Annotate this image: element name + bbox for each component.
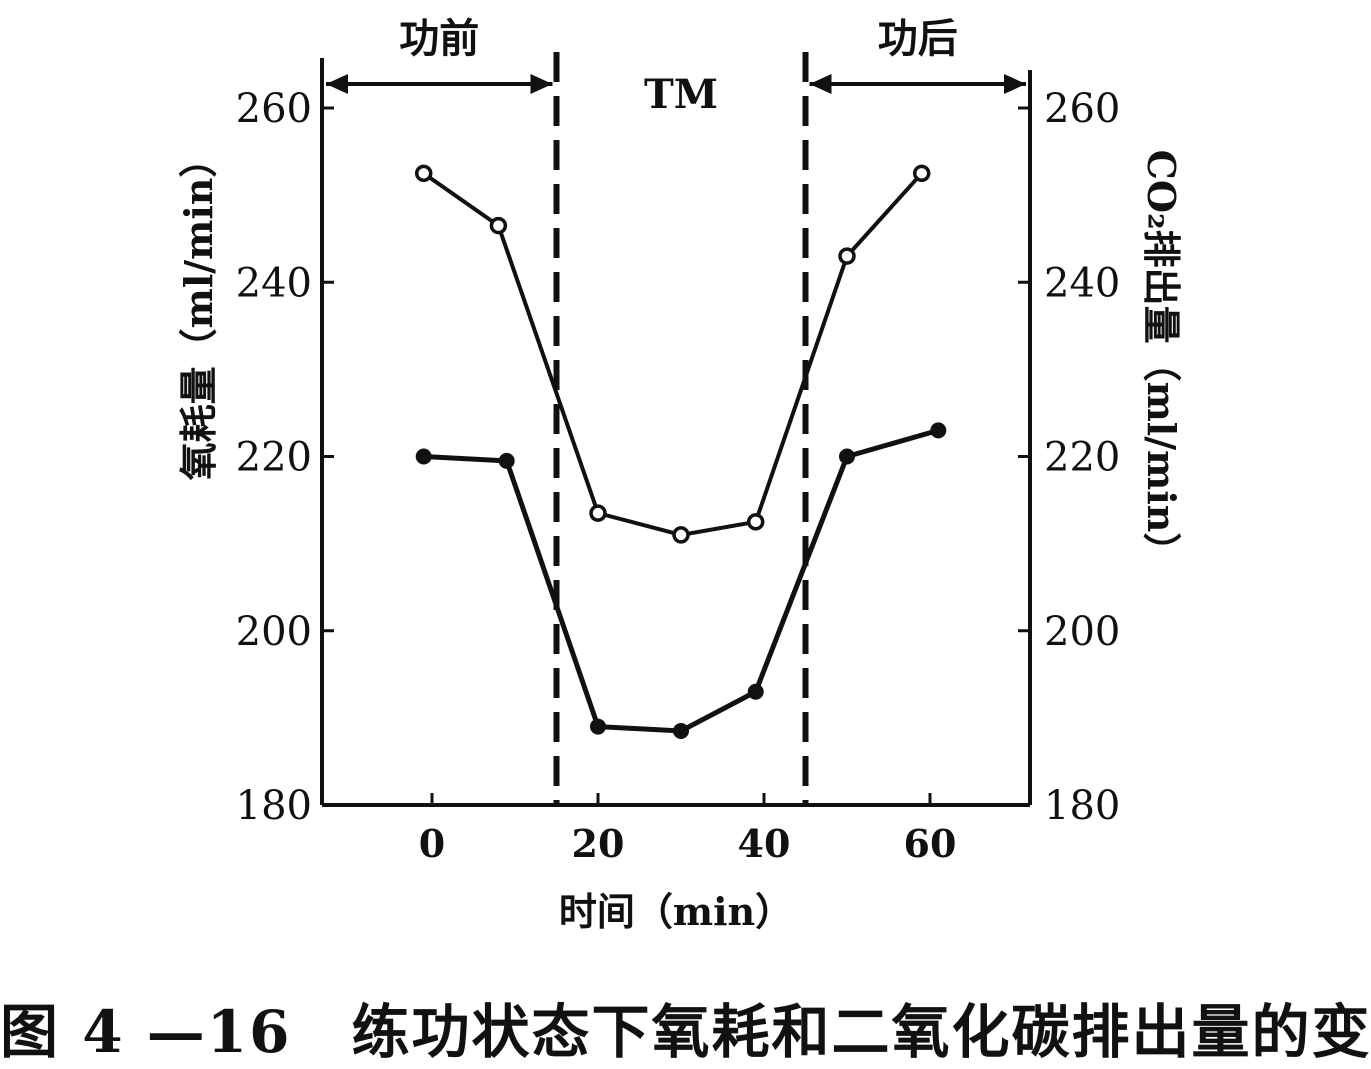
y-tick-label-right: 240 [1044, 260, 1120, 306]
data-point [672, 526, 690, 544]
x-tick-label: 20 [572, 821, 625, 866]
region-label-0: 功前 [399, 15, 479, 62]
region-label-1: TM [644, 71, 718, 118]
data-point [589, 504, 607, 522]
series-line-1 [423, 427, 939, 734]
data-point [747, 683, 764, 700]
x-tick-label: 60 [904, 821, 957, 866]
arrow-pre-head-left [326, 74, 348, 94]
x-tick-label: 0 [419, 821, 445, 866]
y-tick-label-left: 200 [236, 609, 312, 655]
data-point [746, 513, 765, 531]
chart: 180 180 200 200 220 220 240 240 260 260 0 20 40 60 功前… [176, 15, 1184, 934]
data-point [838, 247, 856, 265]
x-tick-label: 40 [738, 821, 791, 866]
data-point [673, 722, 689, 739]
data-point [489, 216, 508, 235]
region-markers: 功前 TM 功后 [326, 15, 1026, 805]
x-axis-title: 时间（min） [559, 889, 793, 934]
axes: 180 180 200 200 220 220 240 240 260 260 0 20 40 60 [236, 58, 1120, 866]
axis-labels: 时间（min） 氧耗量（ml/min） CO₂排出量（ml/min） [176, 140, 1184, 934]
y-tick-label-right: 220 [1044, 435, 1120, 481]
y-tick-label-left: 240 [236, 260, 312, 306]
arrow-pre-head-right [530, 74, 553, 94]
y-tick-label-left: 260 [236, 86, 312, 132]
arrow-post-head-left [809, 74, 832, 94]
region-label-2: 功后 [878, 15, 958, 62]
data-point [912, 164, 931, 183]
arrow-post-head-right [1004, 74, 1026, 94]
y-tick-label-left: 220 [236, 435, 312, 481]
series-lines [414, 164, 947, 739]
data-point [498, 452, 515, 469]
data-point [839, 448, 855, 465]
figure-caption: 图 4 —16 练功状态下氧耗和二氧化碳排出量的变化 [0, 998, 1371, 1066]
data-point [415, 448, 432, 465]
y-axis-title-left: 氧耗量（ml/min） [176, 140, 221, 481]
y-tick-label-left: 180 [236, 783, 312, 829]
y-tick-label-right: 180 [1044, 783, 1120, 829]
data-point [414, 164, 433, 183]
data-point [590, 718, 606, 735]
y-tick-label-right: 260 [1044, 86, 1120, 132]
data-point [930, 422, 947, 439]
y-tick-label-right: 200 [1044, 609, 1120, 655]
y-axis-title-right: CO₂排出量（ml/min） [1139, 150, 1184, 571]
